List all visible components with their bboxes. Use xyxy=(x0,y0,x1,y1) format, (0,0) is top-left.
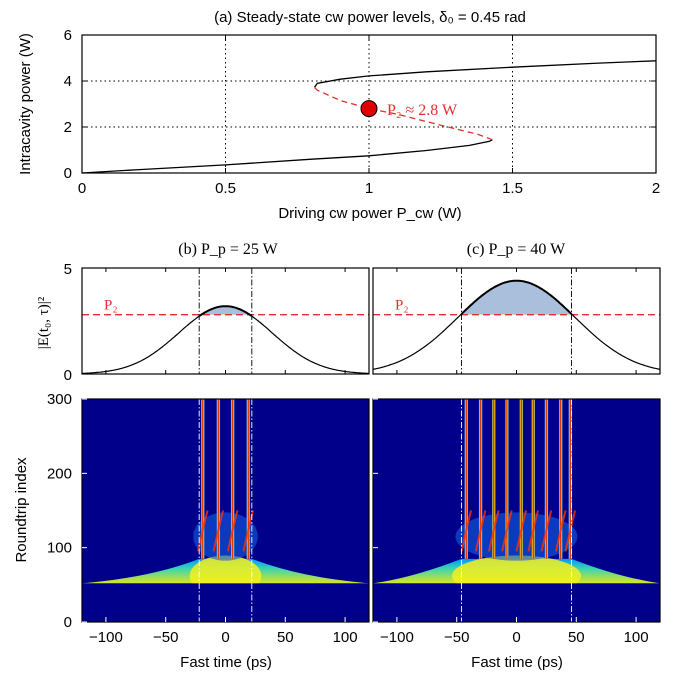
panel-c-heatmap-soliton-5 xyxy=(531,399,536,559)
panel-b-heatmap-ytick-label-1: 100 xyxy=(47,540,72,557)
panel-a-series-2 xyxy=(313,60,657,88)
panel-a-xtick-label-4: 2 xyxy=(652,180,660,197)
panel-c-heatmap-soliton-1 xyxy=(478,399,483,559)
panel-c-heatmap-xtick-label-1: −50 xyxy=(444,629,469,646)
panel-c-heatmap-axes: −100 −50 0 50 100 xyxy=(372,398,661,646)
panel-a-xtick-label-2: 1 xyxy=(365,180,373,197)
panel-c-heatmap-soliton-0 xyxy=(464,399,469,559)
panel-b-heatmap-xlabel: Fast time (ps) xyxy=(180,654,272,671)
panel-b-heatmap-axes: −100 −50 0 50 100 0 100 200 300 xyxy=(47,391,370,646)
panel-b-heatmap-soliton-2 xyxy=(230,399,235,559)
panel-c-heatmap-soliton-4 xyxy=(519,399,524,559)
panel-a-xtick-label-0: 0 xyxy=(78,180,86,197)
panel-b-peak-outline xyxy=(198,305,253,317)
panel-b-title: (b) P_p = 25 W xyxy=(178,241,278,258)
panel-c-shaded-region xyxy=(461,280,572,315)
panel-a-series-0 xyxy=(81,139,493,174)
panel-b-heatmap-soliton-kink-1 xyxy=(212,510,225,552)
panel-b-curve xyxy=(82,305,369,374)
panel-b-heatmap-xtick-label-3: 50 xyxy=(277,629,294,646)
panel-c-heatmap-xtick-label-4: 100 xyxy=(624,629,649,646)
panel-b-p2-label: P₂ xyxy=(104,298,118,314)
panel-c-heatmap-xlabel: Fast time (ps) xyxy=(471,654,563,671)
panel-b-heatmap xyxy=(82,399,369,622)
panel-c-heatmap-soliton-3 xyxy=(505,399,509,559)
panel-c-heatmap-background-lower xyxy=(373,583,660,622)
panel-a-title: (a) Steady-state cw power levels, δ₀ = 0… xyxy=(214,9,526,26)
panel-b-heatmap-ytick-label-3: 300 xyxy=(47,391,72,408)
panel-c-title: (c) P_p = 40 W xyxy=(467,241,566,258)
panel-b-heatmap-soliton-kink-2 xyxy=(226,510,239,552)
panel-b-heatmap-background-lower xyxy=(82,583,369,622)
panel-c-heatmap-xtick-label-0: −100 xyxy=(380,629,414,646)
panel-a-ticks: 0 0.5 1 1.5 2 0 2 4 6 xyxy=(64,27,661,197)
panel-a-xlabel: Driving cw power P_cw (W) xyxy=(278,205,461,222)
panel-c-heatmap-soliton-kink-3 xyxy=(501,510,513,552)
panel-c-heatmap-xtick-label-3: 50 xyxy=(568,629,585,646)
panel-b-heatmap-xtick-label-0: −100 xyxy=(89,629,123,646)
panel-c-heatmap xyxy=(373,399,660,622)
panel-c-p2-label: P₂ xyxy=(395,298,409,314)
panel-b-heatmap-xtick-label-4: 100 xyxy=(333,629,358,646)
panel-a-ytick-label-2: 4 xyxy=(64,73,72,90)
panel-a-ytick-label-1: 2 xyxy=(64,119,72,136)
panel-a-ytick-label-3: 6 xyxy=(64,27,72,44)
panel-b-heatmap-soliton-kink-3 xyxy=(242,510,254,552)
panel-b-power-profile: P₂ 0 5 xyxy=(64,261,370,384)
panel-b-heatmap-soliton-3 xyxy=(246,399,251,559)
panel-b-ytick-label-1: 5 xyxy=(64,261,72,278)
panel-c-power-profile: P₂ xyxy=(372,267,661,375)
panel-b-heatmap-xtick-label-1: −50 xyxy=(153,629,178,646)
panel-a-marker xyxy=(360,100,378,118)
panel-c-heatmap-soliton-2 xyxy=(491,399,496,559)
panel-c-heatmap-soliton-kink-2 xyxy=(488,510,500,552)
panel-a-annotation: P₂ ≈ 2.8 W xyxy=(387,102,458,119)
panel-c-heatmap-soliton-kink-0 xyxy=(460,510,473,552)
panel-a-ytick-label-0: 0 xyxy=(64,165,72,182)
panel-c-heatmap-soliton-kink-7 xyxy=(554,510,567,552)
panel-c-peak-outline xyxy=(460,279,573,315)
panel-c-heatmap-soliton-8 xyxy=(568,399,573,559)
panel-b-frame xyxy=(81,267,370,375)
panel-a-ylabel: Intracavity power (W) xyxy=(17,33,34,175)
panel-a-bifurcation-chart: (a) Steady-state cw power levels, δ₀ = 0… xyxy=(17,9,660,222)
panel-b-heatmap-ytick-label-0: 0 xyxy=(64,614,72,631)
panel-b-ylabel: |E(t₀, τ)|² xyxy=(36,296,52,349)
panel-c-heatmap-soliton-6 xyxy=(544,399,549,559)
panel-a-series-1 xyxy=(314,86,493,141)
panel-b-heatmap-soliton-0 xyxy=(200,399,205,559)
panel-b-heatmap-transition-zone xyxy=(193,512,258,561)
panel-a-curves xyxy=(81,60,657,174)
panel-c-heatmap-xtick-label-2: 0 xyxy=(512,629,520,646)
panel-a-xtick-label-3: 1.5 xyxy=(502,180,523,197)
panel-b-heatmap-soliton-1 xyxy=(216,399,221,559)
panel-b-heatmap-soliton-kink-0 xyxy=(197,510,209,552)
panel-c-heatmap-soliton-7 xyxy=(558,399,563,559)
panel-c-heatmap-soliton-kink-5 xyxy=(527,510,539,552)
panel-b-heatmap-ylabel: Roundtrip index xyxy=(13,457,30,563)
panel-b-shaded-region xyxy=(199,306,252,315)
panel-c-heatmap-soliton-kink-4 xyxy=(515,510,528,552)
panel-b-ytick-label-0: 0 xyxy=(64,367,72,384)
panel-b-heatmap-ytick-label-2: 200 xyxy=(47,465,72,482)
panel-c-heatmap-soliton-kink-1 xyxy=(474,510,487,552)
panel-c-heatmap-soliton-kink-8 xyxy=(564,510,577,552)
panel-c-heatmap-soliton-kink-6 xyxy=(540,510,553,552)
panel-a-xtick-label-1: 0.5 xyxy=(215,180,236,197)
panel-b-heatmap-xtick-label-2: 0 xyxy=(221,629,229,646)
